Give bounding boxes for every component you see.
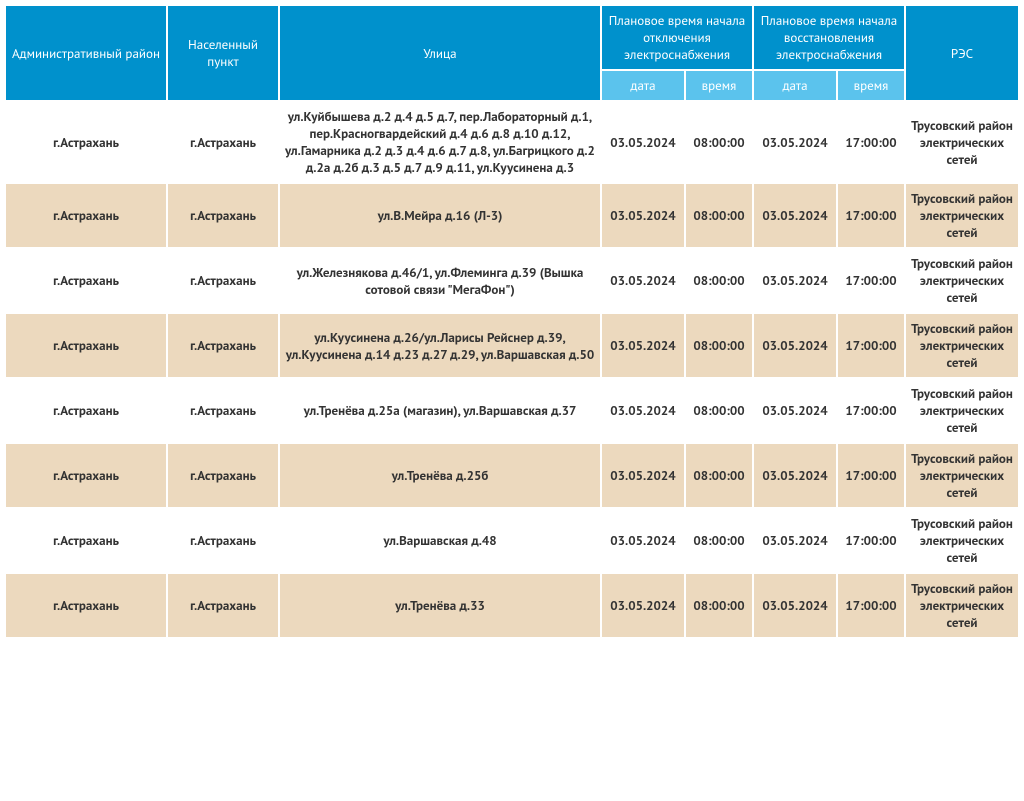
cell-locality: г.Астрахань: [168, 102, 278, 182]
cell-on-time: 17:00:00: [838, 509, 904, 572]
cell-on-time: 17:00:00: [838, 314, 904, 377]
cell-off-date: 03.05.2024: [602, 574, 684, 637]
cell-res: Трусовский район электрических сетей: [906, 379, 1018, 442]
cell-on-date: 03.05.2024: [754, 314, 836, 377]
cell-on-time: 17:00:00: [838, 379, 904, 442]
col-on-time: время: [838, 71, 904, 100]
cell-off-time: 08:00:00: [686, 379, 752, 442]
cell-street: ул.В.Мейра д.16 (Л-3): [280, 184, 600, 247]
cell-street: ул.Варшавская д.48: [280, 509, 600, 572]
cell-street: ул.Куусинена д.26/ул.Ларисы Рейснер д.39…: [280, 314, 600, 377]
cell-street: ул.Тренёва д.25б: [280, 444, 600, 507]
cell-locality: г.Астрахань: [168, 249, 278, 312]
col-locality: Населенный пункт: [168, 6, 278, 100]
cell-res: Трусовский район электрических сетей: [906, 509, 1018, 572]
table-row: г.Астраханьг.Астраханьул.Варшавская д.48…: [6, 509, 1018, 572]
cell-locality: г.Астрахань: [168, 444, 278, 507]
cell-res: Трусовский район электрических сетей: [906, 314, 1018, 377]
cell-on-date: 03.05.2024: [754, 379, 836, 442]
col-on-date: дата: [754, 71, 836, 100]
cell-locality: г.Астрахань: [168, 509, 278, 572]
cell-on-date: 03.05.2024: [754, 184, 836, 247]
cell-off-date: 03.05.2024: [602, 314, 684, 377]
table-row: г.Астраханьг.Астраханьул.Тренёва д.3303.…: [6, 574, 1018, 637]
cell-locality: г.Астрахань: [168, 379, 278, 442]
cell-district: г.Астрахань: [6, 574, 166, 637]
cell-district: г.Астрахань: [6, 249, 166, 312]
outage-table: Административный район Населенный пункт …: [4, 4, 1020, 639]
cell-street: ул.Тренёва д.25а (магазин), ул.Варшавска…: [280, 379, 600, 442]
table-row: г.Астраханьг.Астраханьул.Тренёва д.25а (…: [6, 379, 1018, 442]
col-off-time: время: [686, 71, 752, 100]
cell-on-time: 17:00:00: [838, 102, 904, 182]
cell-off-time: 08:00:00: [686, 249, 752, 312]
cell-street: ул.Куйбышева д.2 д.4 д.5 д.7, пер.Лабора…: [280, 102, 600, 182]
cell-off-date: 03.05.2024: [602, 509, 684, 572]
cell-off-time: 08:00:00: [686, 184, 752, 247]
table-row: г.Астраханьг.Астраханьул.В.Мейра д.16 (Л…: [6, 184, 1018, 247]
cell-district: г.Астрахань: [6, 509, 166, 572]
cell-off-time: 08:00:00: [686, 509, 752, 572]
cell-locality: г.Астрахань: [168, 314, 278, 377]
cell-on-date: 03.05.2024: [754, 574, 836, 637]
col-off: Плановое время начала отключения электро…: [602, 6, 752, 69]
cell-off-time: 08:00:00: [686, 444, 752, 507]
cell-on-date: 03.05.2024: [754, 444, 836, 507]
cell-off-date: 03.05.2024: [602, 102, 684, 182]
cell-district: г.Астрахань: [6, 444, 166, 507]
cell-locality: г.Астрахань: [168, 184, 278, 247]
cell-off-time: 08:00:00: [686, 314, 752, 377]
cell-district: г.Астрахань: [6, 184, 166, 247]
cell-off-date: 03.05.2024: [602, 444, 684, 507]
cell-on-time: 17:00:00: [838, 444, 904, 507]
cell-off-time: 08:00:00: [686, 574, 752, 637]
table-row: г.Астраханьг.Астраханьул.Железнякова д.4…: [6, 249, 1018, 312]
cell-off-date: 03.05.2024: [602, 379, 684, 442]
cell-district: г.Астрахань: [6, 379, 166, 442]
cell-off-date: 03.05.2024: [602, 249, 684, 312]
col-off-date: дата: [602, 71, 684, 100]
col-on: Плановое время начала восстановления эле…: [754, 6, 904, 69]
cell-res: Трусовский район электрических сетей: [906, 574, 1018, 637]
table-row: г.Астраханьг.Астраханьул.Тренёва д.25б03…: [6, 444, 1018, 507]
cell-district: г.Астрахань: [6, 314, 166, 377]
cell-street: ул.Железнякова д.46/1, ул.Флеминга д.39 …: [280, 249, 600, 312]
cell-on-date: 03.05.2024: [754, 102, 836, 182]
cell-res: Трусовский район электрических сетей: [906, 102, 1018, 182]
cell-on-date: 03.05.2024: [754, 509, 836, 572]
cell-on-time: 17:00:00: [838, 249, 904, 312]
table-row: г.Астраханьг.Астраханьул.Куусинена д.26/…: [6, 314, 1018, 377]
cell-res: Трусовский район электрических сетей: [906, 184, 1018, 247]
col-district: Административный район: [6, 6, 166, 100]
cell-res: Трусовский район электрических сетей: [906, 249, 1018, 312]
table-row: г.Астраханьг.Астраханьул.Куйбышева д.2 д…: [6, 102, 1018, 182]
cell-district: г.Астрахань: [6, 102, 166, 182]
cell-res: Трусовский район электрических сетей: [906, 444, 1018, 507]
cell-on-time: 17:00:00: [838, 184, 904, 247]
cell-on-date: 03.05.2024: [754, 249, 836, 312]
cell-off-date: 03.05.2024: [602, 184, 684, 247]
cell-on-time: 17:00:00: [838, 574, 904, 637]
col-street: Улица: [280, 6, 600, 100]
cell-off-time: 08:00:00: [686, 102, 752, 182]
col-res: РЭС: [906, 6, 1018, 100]
cell-locality: г.Астрахань: [168, 574, 278, 637]
cell-street: ул.Тренёва д.33: [280, 574, 600, 637]
